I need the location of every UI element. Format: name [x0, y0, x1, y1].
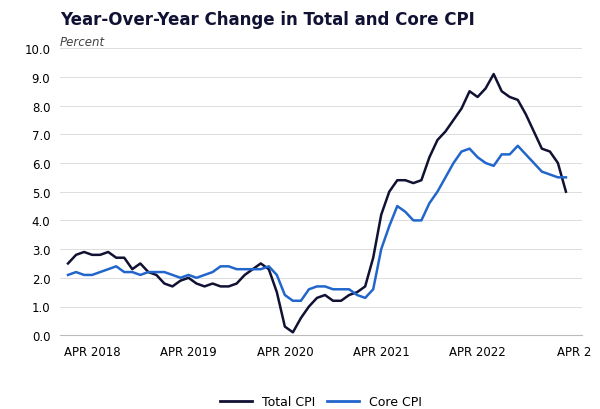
Text: Year-Over-Year Change in Total and Core CPI: Year-Over-Year Change in Total and Core …	[60, 11, 475, 29]
Legend: Total CPI, Core CPI: Total CPI, Core CPI	[215, 390, 427, 409]
Text: Percent: Percent	[60, 36, 105, 49]
